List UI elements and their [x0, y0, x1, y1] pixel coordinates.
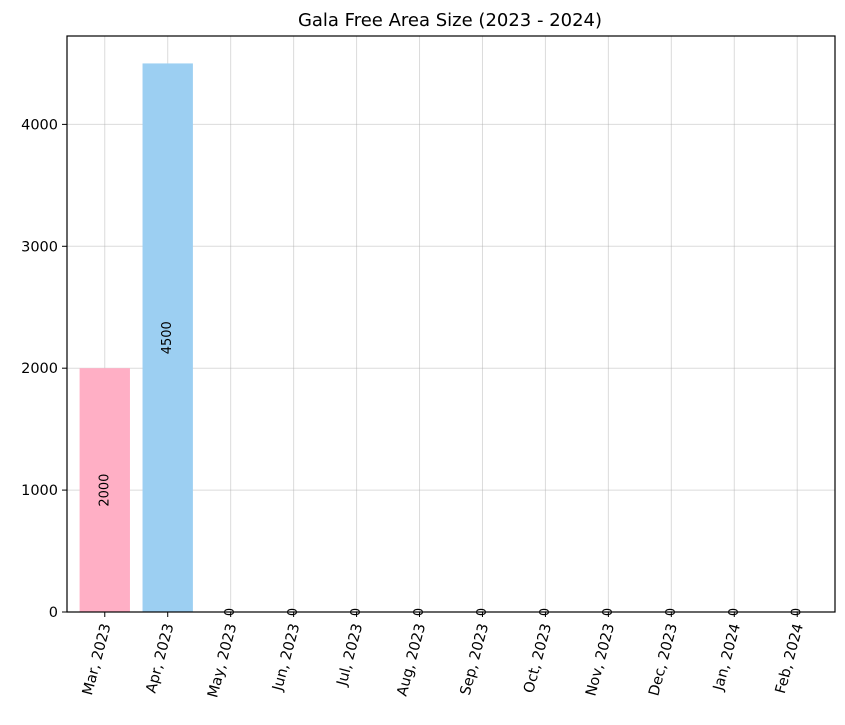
x-tick-label: Jan, 2024: [711, 622, 744, 693]
bar-value-label: 2000: [97, 474, 112, 507]
x-tick-label: Aug, 2023: [395, 622, 430, 698]
y-tick-label: 3000: [21, 239, 58, 255]
plot-frame: [66, 35, 836, 613]
bar: [79, 368, 130, 612]
y-tick-label: 1000: [21, 483, 58, 499]
chart-title: Gala Free Area Size (2023 - 2024): [298, 10, 602, 31]
bars-layer: [79, 63, 193, 612]
x-tick-label: Feb, 2024: [773, 622, 807, 695]
x-tick-label: Jul, 2023: [334, 622, 366, 689]
bar-value-label: 4500: [160, 321, 175, 354]
x-tick-label: Sep, 2023: [458, 622, 492, 697]
y-tick-label: 0: [49, 605, 58, 621]
bar: [142, 63, 193, 612]
x-tick-label: Mar, 2023: [80, 622, 114, 697]
grid-layer: [67, 36, 835, 613]
x-tick-label: Dec, 2023: [646, 622, 681, 698]
y-tick-label: 2000: [21, 361, 58, 377]
x-tick-label: May, 2023: [205, 622, 240, 700]
y-axis: 0 1000 2000 3000 4000: [21, 117, 67, 621]
x-tick-label: Apr, 2023: [144, 622, 178, 695]
x-tick-label: Jun, 2023: [270, 622, 304, 694]
x-tick-label: Nov, 2023: [583, 622, 618, 698]
x-axis: Mar, 2023 Apr, 2023 May, 2023 Jun, 2023 Jul,…: [80, 612, 807, 700]
y-tick-label: 4000: [21, 117, 58, 133]
x-tick-label: Oct, 2023: [521, 622, 555, 695]
